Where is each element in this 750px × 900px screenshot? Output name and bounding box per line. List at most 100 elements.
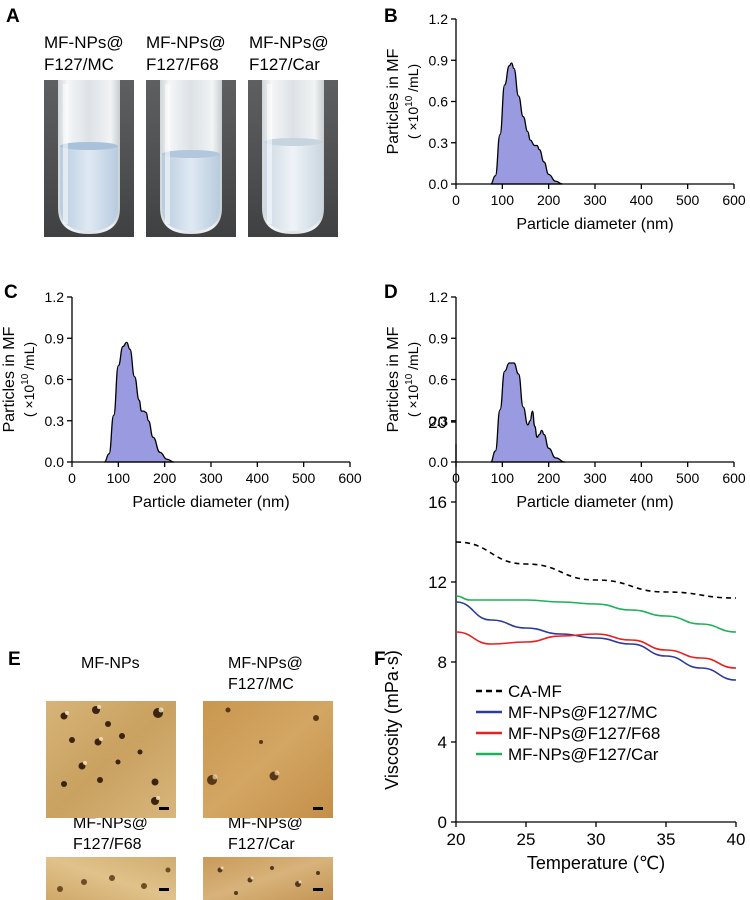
- x-tick-label: 30: [587, 830, 606, 849]
- x-axis-title: Temperature (℃): [527, 853, 665, 873]
- tube-label-line: MF-NPs@: [44, 33, 124, 52]
- y-tick-label: 4: [438, 733, 447, 752]
- tube-photo-car: [248, 80, 338, 237]
- afm-image-car: [203, 857, 333, 900]
- scale-bar: [159, 888, 169, 891]
- afm-label-f68: MF-NPs@ F127/F68: [73, 815, 148, 853]
- x-tick-label: 0: [68, 470, 76, 486]
- y-unit-suffix: /mL): [405, 342, 421, 374]
- chart-panel-b: 0 100 200 300 400 500 600 0.0 0.3 0.6 0.9 1.2 Partic…: [385, 11, 746, 233]
- x-tick-label: 500: [676, 192, 700, 208]
- x-tick-label: 400: [246, 470, 270, 486]
- y-tick-label: 0.0: [45, 454, 65, 470]
- y-tick-label: 8: [438, 653, 447, 672]
- panel-e: E MF-NPs MF-NPs@ F127/MC MF-NPs@ F127/F6…: [8, 649, 333, 900]
- tube-photo-mc: [44, 80, 134, 237]
- panel-letter-f: F: [374, 649, 386, 670]
- distribution-area: [104, 341, 174, 463]
- legend-label: MF-NPs@F127/F68: [508, 724, 660, 743]
- x-tick-label: 500: [292, 470, 316, 486]
- tube-label-line: F127/MC: [44, 55, 114, 74]
- y-tick-label: 12: [428, 573, 447, 592]
- x-tick-label: 600: [722, 192, 746, 208]
- y-unit-superscript: 10: [404, 95, 415, 107]
- y-tick-label: 0.3: [429, 413, 449, 429]
- x-tick-label: 100: [107, 470, 131, 486]
- x-tick-label: 20: [447, 830, 466, 849]
- y-tick-label: 0.6: [429, 372, 449, 388]
- series-line: [455, 541, 737, 599]
- y-axis-unit: ( ×1010 /mL): [404, 342, 421, 417]
- x-tick-label: 100: [491, 192, 515, 208]
- y-axis-title: Particles in MF: [385, 48, 402, 154]
- afm-label-mf-nps: MF-NPs: [81, 655, 140, 672]
- x-tick-label: 500: [676, 470, 700, 486]
- tube-label-line: MF-NPs@: [146, 33, 226, 52]
- tube-label-mc: MF-NPs@ F127/MC: [44, 33, 124, 74]
- x-tick-label: 40: [727, 830, 746, 849]
- y-axis-unit: ( ×1010 /mL): [20, 342, 37, 417]
- y-axis-unit: ( ×1010 /mL): [404, 64, 421, 139]
- afm-label-line: MF-NPs@: [228, 655, 303, 672]
- y-tick-label: 0.0: [429, 176, 449, 192]
- tube-label-f68: MF-NPs@ F127/F68: [146, 33, 226, 74]
- afm-label-line: MF-NPs@: [228, 815, 303, 832]
- y-tick-label: 0.6: [45, 372, 65, 388]
- x-tick-label: 300: [583, 470, 607, 486]
- afm-label-line: F127/F68: [73, 836, 142, 853]
- y-unit-superscript: 10: [404, 373, 415, 385]
- x-tick-label: 25: [517, 830, 536, 849]
- afm-label-car: MF-NPs@ F127/Car: [228, 815, 303, 853]
- x-axis-title: Particle diameter (nm): [516, 494, 673, 511]
- y-tick-label: 1.2: [429, 11, 449, 27]
- panel-letter-e: E: [8, 649, 21, 670]
- afm-image-mc: [203, 701, 333, 818]
- x-tick-label: 100: [491, 470, 515, 486]
- series-line: [455, 601, 737, 681]
- y-tick-label: 0.9: [429, 52, 449, 68]
- panel-letter-d: D: [384, 282, 398, 303]
- afm-label-line: MF-NPs@: [73, 815, 148, 832]
- y-unit-prefix: ( ×10: [21, 385, 37, 418]
- x-tick-label: 600: [338, 470, 362, 486]
- x-tick-label: 300: [583, 192, 607, 208]
- afm-label-mc: MF-NPs@ F127/MC: [228, 655, 303, 693]
- chart-panel-c: 0 100 200 300 400 500 600 0.0 0.3 0.6 0.9 1.2 Partic…: [1, 289, 362, 511]
- y-unit-superscript: 10: [20, 373, 31, 385]
- legend-label: CA-MF: [508, 682, 562, 701]
- chart-panel-d: 01002003004005006000.00.30.60.91.2Partic…: [385, 289, 746, 511]
- x-tick-label: 200: [537, 192, 561, 208]
- y-tick-label: 0: [438, 813, 447, 832]
- series-line: [455, 595, 737, 633]
- x-tick-label: 600: [722, 470, 746, 486]
- y-tick-label: 0.3: [45, 413, 65, 429]
- y-tick-label: 0.9: [45, 330, 65, 346]
- x-tick-label: 300: [199, 470, 223, 486]
- tube-photo-f68: [146, 80, 236, 237]
- scale-bar: [313, 888, 323, 891]
- distribution-area: [490, 362, 565, 463]
- x-tick-label: 200: [537, 470, 561, 486]
- y-unit-prefix: ( ×10: [405, 107, 421, 140]
- y-tick-label: 16: [428, 493, 447, 512]
- x-tick-label: 35: [657, 830, 676, 849]
- y-tick-label: 0.3: [429, 135, 449, 151]
- afm-label-line: F127/MC: [228, 676, 294, 693]
- x-tick-label: 400: [630, 192, 654, 208]
- y-tick-label: 0.0: [429, 454, 449, 470]
- y-tick-label: 0.9: [429, 330, 449, 346]
- y-unit-suffix: /mL): [405, 64, 421, 96]
- tube-label-line: F127/F68: [146, 55, 219, 74]
- y-tick-label: 20: [428, 413, 447, 432]
- tube-label-car: MF-NPs@ F127/Car: [249, 33, 329, 74]
- series-line: [455, 631, 737, 669]
- panel-letter-c: C: [4, 282, 18, 303]
- panel-a: A MF-NPs@ F127/MC MF-NPs@ F127/F68 MF-NP…: [6, 6, 338, 237]
- y-tick-label: 0.6: [429, 94, 449, 110]
- tube-label-line: F127/Car: [249, 55, 320, 74]
- distribution-area: [490, 62, 563, 185]
- y-axis-title: Particles in MF: [1, 326, 18, 432]
- scale-bar: [159, 807, 169, 810]
